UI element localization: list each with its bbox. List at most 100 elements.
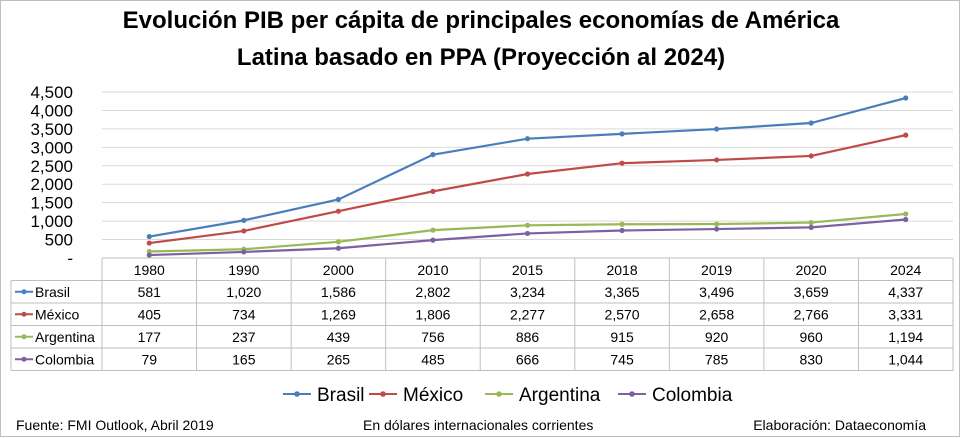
data-point (335, 239, 341, 245)
table-value: 1,194 (888, 329, 923, 345)
data-point (146, 252, 152, 258)
legend-label: Colombia (652, 385, 733, 406)
table-value: 3,331 (888, 306, 923, 322)
data-point (524, 136, 531, 142)
table-value: 920 (705, 329, 729, 345)
y-tick-label: 1,000 (30, 212, 73, 231)
table-value: 3,365 (605, 284, 640, 300)
table-value: 581 (138, 284, 162, 300)
table-value: 756 (421, 329, 445, 345)
category-label: 2019 (701, 262, 732, 278)
data-point (524, 171, 531, 177)
table-value: 1,586 (321, 284, 356, 300)
table-value: 79 (141, 351, 157, 367)
table-value: 165 (232, 351, 256, 367)
data-point (335, 208, 341, 214)
table-value: 177 (138, 329, 162, 345)
table-series-name: Argentina (35, 329, 95, 345)
table-value: 3,496 (699, 284, 734, 300)
legend-marker (380, 391, 386, 397)
data-point (524, 230, 531, 237)
y-tick-label: - (67, 249, 73, 268)
table-value: 3,234 (510, 284, 545, 300)
table-legend-marker (21, 334, 27, 340)
data-point (430, 237, 436, 243)
y-tick-label: 1,500 (30, 194, 73, 213)
data-point (335, 245, 341, 251)
y-tick-label: 3,500 (30, 120, 73, 139)
legend-marker (294, 391, 300, 397)
table-value: 1,269 (321, 306, 356, 322)
series-line (149, 96, 907, 238)
table-value: 2,766 (794, 306, 829, 322)
table-value: 830 (799, 351, 823, 367)
data-point (241, 228, 247, 234)
table-legend-marker (21, 311, 27, 317)
table-value: 734 (232, 306, 256, 322)
table-value: 405 (138, 306, 162, 322)
table-value: 886 (516, 329, 540, 345)
table-value: 265 (327, 351, 351, 367)
data-point (619, 160, 625, 166)
category-label: 2024 (890, 262, 921, 278)
table-series-name: México (35, 306, 80, 322)
source-note: Fuente: FMI Outlook, Abril 2019 (16, 417, 214, 433)
y-tick-label: 2,000 (30, 175, 73, 194)
data-point (903, 216, 909, 223)
category-label: 2020 (796, 262, 827, 278)
table-legend-marker (21, 289, 27, 295)
data-point (241, 217, 247, 223)
data-point (714, 226, 720, 232)
data-point (335, 196, 341, 203)
data-point (903, 211, 909, 217)
table-series-name: Brasil (35, 284, 70, 300)
credit-note: Elaboración: Dataeconomía (753, 417, 926, 433)
table-value: 485 (421, 351, 445, 367)
table-value: 745 (610, 351, 634, 367)
table-value: 785 (705, 351, 729, 367)
data-point (714, 221, 720, 227)
table-value: 666 (516, 351, 540, 367)
category-label: 1980 (134, 262, 165, 278)
data-point (146, 240, 152, 246)
data-point (619, 221, 625, 227)
table-value: 2,570 (605, 306, 640, 322)
category-label: 2018 (606, 262, 637, 278)
table-value: 2,802 (415, 284, 450, 300)
legend-label: México (403, 385, 463, 406)
legend-label: Argentina (519, 385, 601, 406)
table-value: 1,806 (415, 306, 450, 322)
category-label: 2010 (417, 262, 448, 278)
y-tick-label: 4,500 (30, 83, 73, 102)
table-value: 439 (327, 329, 351, 345)
legend-marker (496, 391, 502, 397)
data-point (430, 188, 436, 194)
data-point (714, 126, 720, 132)
data-point (524, 222, 531, 228)
table-value: 237 (232, 329, 256, 345)
table-value: 2,277 (510, 306, 545, 322)
data-point (714, 157, 720, 163)
category-label: 1990 (228, 262, 259, 278)
y-tick-label: 2,500 (30, 157, 73, 176)
data-point (146, 248, 152, 255)
y-tick-label: 500 (45, 231, 73, 250)
legend-label: Brasil (317, 385, 365, 406)
data-point (146, 233, 152, 240)
table-legend-marker (21, 356, 27, 362)
chart-title-line-1: Evolución PIB per cápita de principales … (122, 7, 840, 34)
units-note: En dólares internacionales corrientes (363, 417, 594, 433)
legend-marker (629, 391, 635, 397)
chart-title-line-2: Latina basado en PPA (Proyección al 2024… (236, 44, 726, 71)
data-point (808, 153, 814, 159)
data-point (241, 249, 247, 255)
category-label: 2000 (323, 262, 354, 278)
table-value: 915 (610, 329, 634, 345)
data-point (808, 224, 814, 230)
y-tick-label: 3,000 (30, 138, 73, 157)
category-label: 2015 (512, 262, 543, 278)
data-point (430, 227, 436, 233)
y-tick-label: 4,000 (30, 101, 73, 120)
table-value: 4,337 (888, 284, 923, 300)
